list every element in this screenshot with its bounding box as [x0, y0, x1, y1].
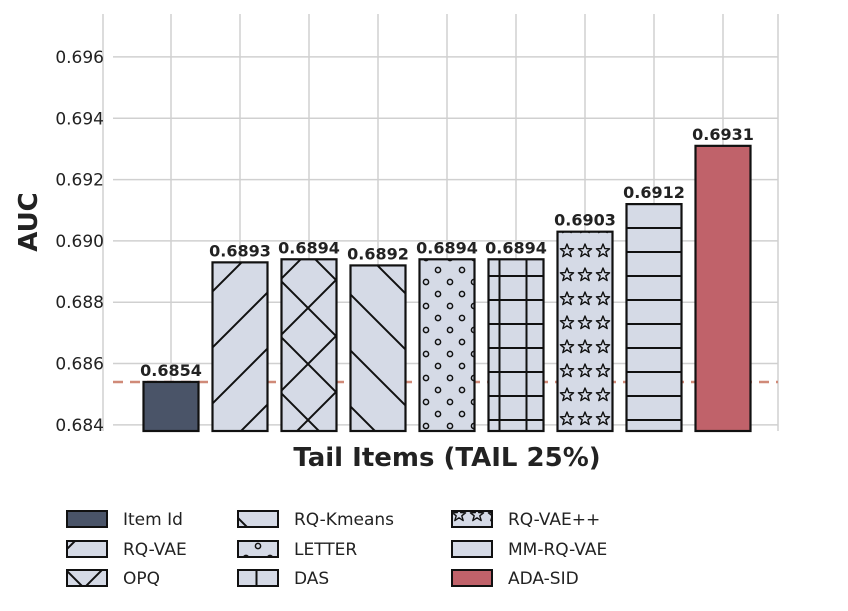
bar-value-label: 0.6894: [278, 238, 340, 257]
legend-label-letter: LETTER: [294, 540, 357, 560]
legend-swatch-das: [237, 569, 279, 587]
bar-value-label: 0.6894: [416, 238, 478, 257]
legend-swatch-letter: [237, 540, 279, 558]
y-tick-label: 0.684: [55, 416, 104, 436]
bar-value-label: 0.6912: [623, 183, 685, 202]
legend-label-ada-sid: ADA-SID: [508, 569, 579, 589]
legend-swatch-mm-rq-vae: [451, 540, 493, 558]
bar-rq-vae-: [556, 230, 614, 433]
bar-das: [487, 258, 545, 433]
legend-label-rq-vae: RQ-VAE: [123, 540, 187, 560]
bar-value-label: 0.6892: [347, 244, 409, 263]
bar-value-label: 0.6903: [554, 211, 616, 230]
y-axis-title: AUC: [14, 192, 44, 252]
bar-value-label: 0.6894: [485, 238, 547, 257]
legend-label-rq-kmeans: RQ-Kmeans: [294, 510, 394, 530]
legend-swatch-rq-vae: [66, 540, 108, 558]
legend-swatch-opq: [66, 569, 108, 587]
y-tick-label: 0.690: [55, 232, 104, 252]
legend-label-opq: OPQ: [123, 569, 160, 589]
bar-ada-sid: [694, 144, 752, 433]
y-tick-label: 0.686: [55, 355, 104, 375]
bar-rq-vae: [211, 261, 269, 433]
legend-swatch-rq-kmeans: [237, 510, 279, 528]
legend-swatch-ada-sid: [451, 569, 493, 587]
data-labels: 0.6854 0.6893 0.6894 0.6892 0.6894 0.6894 0.69…: [140, 125, 754, 380]
bar-item-id: [142, 380, 200, 433]
legend-label-das: DAS: [294, 569, 329, 589]
bar-value-label: 0.6931: [692, 125, 754, 144]
legend-swatch-rq-vae-: [451, 510, 493, 528]
y-axis-ticks: 0.684 0.686 0.688 0.690 0.692 0.694 0.696: [55, 48, 104, 436]
legend-label-rq-vae-: RQ-VAE++: [508, 510, 600, 530]
bar-rq-kmeans: [349, 264, 407, 433]
y-tick-label: 0.688: [55, 293, 104, 313]
bar-letter: [418, 258, 476, 433]
legend-label-item-id: Item Id: [123, 510, 183, 530]
legend: Item Id RQ-VAE OPQ RQ-Kmeans LETTER DAS RQ-VAE…: [66, 510, 607, 589]
y-tick-label: 0.696: [55, 48, 104, 68]
bars: [142, 144, 752, 433]
y-tick-label: 0.692: [55, 171, 104, 191]
bar-value-label: 0.6893: [209, 241, 271, 260]
bar-opq: [280, 258, 338, 433]
bar-value-label: 0.6854: [140, 361, 202, 380]
x-axis-title: Tail Items (TAIL 25%): [293, 443, 600, 473]
legend-label-mm-rq-vae: MM-RQ-VAE: [508, 540, 607, 560]
y-tick-label: 0.694: [55, 109, 104, 129]
bar-mm-rq-vae: [625, 203, 683, 433]
legend-swatch-item-id: [66, 510, 108, 528]
